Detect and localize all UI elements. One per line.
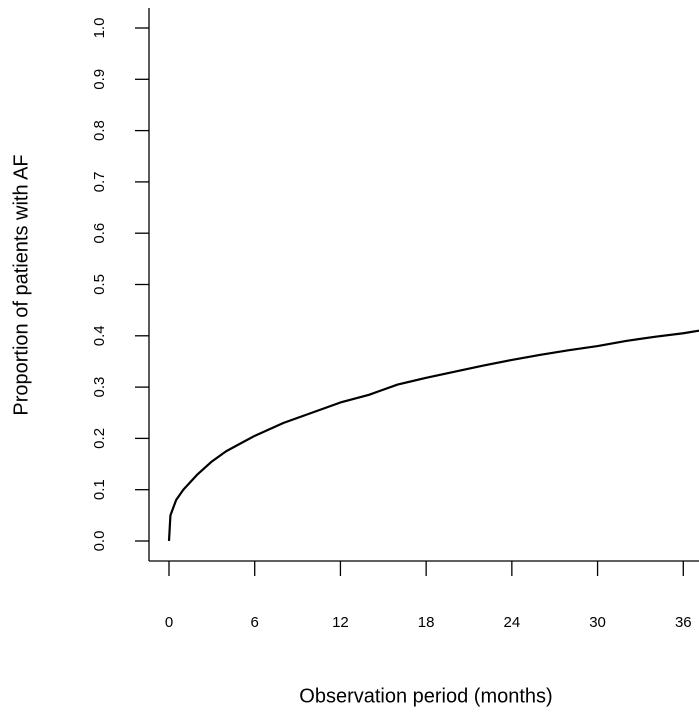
x-tick-label: 6 <box>251 614 259 631</box>
curve <box>167 329 699 542</box>
y-tick-label: 0.5 <box>91 274 108 295</box>
y-tick-label: 0.4 <box>91 325 108 346</box>
y-tick-label: 1.0 <box>91 18 108 39</box>
y-tick-label: 0.9 <box>91 69 108 90</box>
x-tick-label: 12 <box>332 614 349 631</box>
x-tick-label: 30 <box>589 614 606 631</box>
x-axis-title: Observation period (months) <box>299 685 552 707</box>
y-tick-label: 0.7 <box>91 171 108 192</box>
x-tick-label: 0 <box>165 614 173 631</box>
x-tick-label: 36 <box>675 614 692 631</box>
y-tick-label: 0.1 <box>91 479 108 500</box>
y-tick-label: 0.2 <box>91 428 108 449</box>
y-axis-title: Proportion of patients with AF <box>10 154 32 415</box>
y-tick-label: 0.6 <box>91 223 108 244</box>
y-tick-label: 0.8 <box>91 120 108 141</box>
y-tick-label: 0.0 <box>91 531 108 552</box>
x-tick-label: 24 <box>504 614 521 631</box>
x-tick-label: 18 <box>418 614 435 631</box>
y-tick-label: 0.3 <box>91 377 108 398</box>
